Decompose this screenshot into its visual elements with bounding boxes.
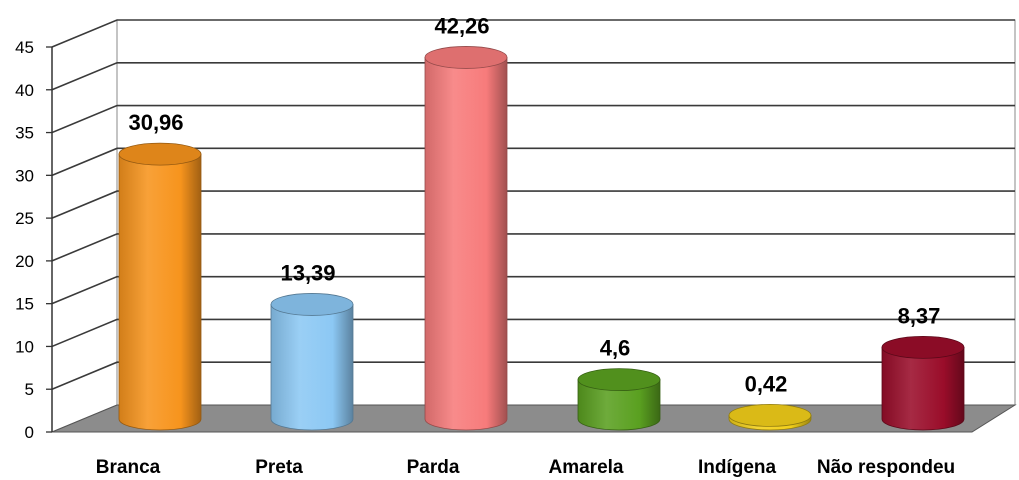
bar-n-o-respondeu	[881, 335, 965, 431]
gridline	[51, 61, 1015, 91]
x-tick-label: Parda	[407, 457, 460, 478]
bar-body	[424, 57, 508, 431]
bar-top	[728, 404, 812, 427]
gridline	[51, 104, 1015, 134]
data-label: 13,39	[280, 260, 335, 285]
bar-body	[270, 304, 354, 431]
x-tick-label: Não respondeu	[817, 457, 955, 478]
gridline	[51, 318, 1015, 348]
bar-ind-gena	[728, 404, 812, 431]
data-labels: 30,96 13,39 42,26 4,6 0,42 8,37	[128, 13, 940, 396]
gridline	[51, 275, 1015, 305]
bar-top	[577, 368, 661, 392]
data-label: 8,37	[898, 303, 941, 328]
bar-top	[881, 335, 965, 359]
back-wall	[116, 19, 1016, 406]
gridline	[51, 190, 1015, 219]
bar-top	[424, 46, 508, 69]
y-tick-label: 15	[15, 295, 34, 314]
data-label: 42,26	[434, 13, 489, 38]
bars	[118, 46, 965, 431]
chart-walls	[51, 19, 1016, 433]
data-label: 30,96	[128, 110, 183, 135]
y-tick-label: 45	[15, 38, 34, 57]
y-tick-label: 10	[15, 337, 34, 356]
bar-body	[577, 379, 661, 431]
y-tick-label: 5	[25, 380, 34, 399]
y-tick-label: 20	[15, 252, 34, 271]
gridline	[51, 147, 1015, 177]
side-wall	[51, 19, 118, 433]
x-tick-label: Preta	[255, 457, 303, 478]
bar-top	[270, 293, 354, 316]
bar-body	[118, 153, 202, 431]
gridline	[51, 19, 1015, 48]
y-tick-label: 35	[15, 124, 34, 143]
bar-top	[118, 142, 202, 166]
bar-body	[881, 346, 965, 431]
bar-parda	[424, 46, 508, 431]
data-label: 4,6	[600, 336, 631, 361]
x-tick-label: Indígena	[698, 457, 777, 478]
data-label: 0,42	[745, 371, 788, 396]
x-axis: Branca Preta Parda Amarela Indígena Não respo…	[96, 457, 955, 478]
y-axis: 0 5 10 15 20 25 30 35 40 45	[15, 38, 52, 442]
x-tick-label: Amarela	[549, 457, 624, 478]
gridline	[51, 361, 1015, 390]
y-tick-label: 40	[15, 81, 34, 100]
y-tick-label: 25	[15, 209, 34, 228]
bar-branca	[118, 142, 202, 431]
gridline	[51, 233, 1015, 262]
y-tick-label: 30	[15, 166, 34, 185]
y-tick-label: 0	[25, 423, 34, 442]
bar-amarela	[577, 368, 661, 431]
gridlines	[51, 19, 1015, 390]
bar-preta	[270, 293, 354, 431]
x-tick-label: Branca	[96, 457, 161, 478]
